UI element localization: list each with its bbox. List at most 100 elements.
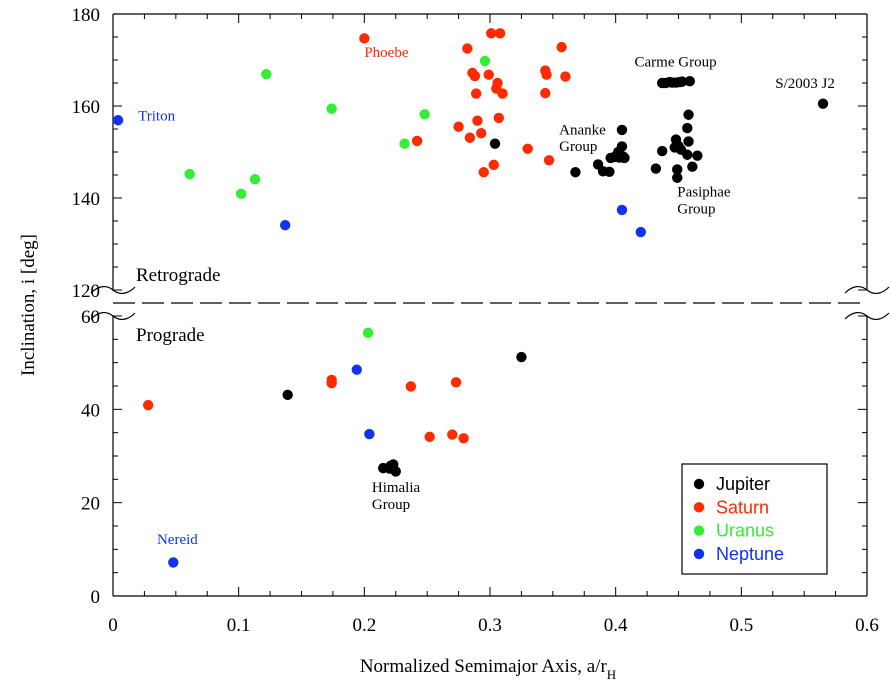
point-saturn bbox=[560, 71, 570, 81]
point-saturn bbox=[544, 155, 554, 165]
annotation-label: S/2003 J2 bbox=[775, 76, 835, 92]
x-tick-label: 0.2 bbox=[352, 615, 376, 636]
y-tick-label: 40 bbox=[81, 400, 100, 421]
annotation-label: Himalia bbox=[372, 480, 421, 496]
point-uranus bbox=[399, 139, 409, 149]
point-jupiter bbox=[818, 99, 828, 109]
point-jupiter bbox=[613, 147, 623, 157]
point-saturn bbox=[495, 28, 505, 38]
y-tick-label: 120 bbox=[72, 281, 101, 302]
point-neptune bbox=[113, 115, 123, 125]
legend-marker-jupiter bbox=[694, 479, 704, 489]
point-saturn bbox=[412, 136, 422, 146]
y-tick-label: 20 bbox=[81, 494, 100, 515]
x-tick-label: 0.4 bbox=[604, 615, 628, 636]
point-saturn bbox=[359, 33, 369, 43]
x-tick-label: 0.1 bbox=[227, 615, 251, 636]
point-jupiter bbox=[651, 163, 661, 173]
point-saturn bbox=[484, 70, 494, 80]
y-tick-label: 0 bbox=[91, 587, 101, 608]
point-jupiter bbox=[386, 461, 396, 471]
point-neptune bbox=[364, 429, 374, 439]
point-neptune bbox=[352, 364, 362, 374]
point-saturn bbox=[492, 78, 502, 88]
point-saturn bbox=[458, 433, 468, 443]
point-saturn bbox=[451, 377, 461, 387]
point-jupiter bbox=[516, 352, 526, 362]
point-uranus bbox=[480, 56, 490, 66]
annotation-label: Nereid bbox=[157, 532, 198, 548]
point-saturn bbox=[497, 88, 507, 98]
x-tick-label: 0 bbox=[108, 615, 118, 636]
annotation-label: Group bbox=[559, 139, 597, 155]
point-jupiter bbox=[683, 136, 693, 146]
x-axis-title-subscript: H bbox=[607, 667, 616, 682]
y-tick-label: 160 bbox=[72, 97, 101, 118]
y-axis-title: Inclination, i [deg] bbox=[18, 234, 39, 376]
legend-marker-uranus bbox=[694, 525, 704, 535]
y-tick-label: 180 bbox=[72, 5, 101, 26]
point-jupiter bbox=[490, 139, 500, 149]
point-saturn bbox=[453, 122, 463, 132]
point-jupiter bbox=[604, 167, 614, 177]
point-neptune bbox=[636, 227, 646, 237]
point-jupiter bbox=[282, 390, 292, 400]
annotation-label: Ananke bbox=[559, 123, 606, 139]
point-uranus bbox=[261, 69, 271, 79]
annotation-label: Triton bbox=[138, 109, 175, 125]
point-saturn bbox=[494, 113, 504, 123]
point-uranus bbox=[184, 169, 194, 179]
legend-label-uranus: Uranus bbox=[716, 521, 774, 541]
annotation-label: Pasiphae bbox=[677, 185, 731, 201]
point-neptune bbox=[168, 557, 178, 567]
point-saturn bbox=[479, 167, 489, 177]
x-axis-title: Normalized Semimajor Axis, a/rH bbox=[360, 656, 616, 682]
upper-panel-label: Retrograde bbox=[136, 265, 220, 286]
point-uranus bbox=[363, 328, 373, 338]
point-saturn bbox=[476, 128, 486, 138]
point-jupiter bbox=[672, 164, 682, 174]
legend-marker-saturn bbox=[694, 502, 704, 512]
point-saturn bbox=[489, 160, 499, 170]
point-saturn bbox=[424, 432, 434, 442]
point-saturn bbox=[471, 88, 481, 98]
point-saturn bbox=[465, 133, 475, 143]
legend-marker-neptune bbox=[694, 549, 704, 559]
point-jupiter bbox=[687, 162, 697, 172]
point-uranus bbox=[419, 109, 429, 119]
point-jupiter bbox=[692, 150, 702, 160]
point-jupiter bbox=[617, 125, 627, 135]
point-saturn bbox=[462, 43, 472, 53]
point-saturn bbox=[406, 381, 416, 391]
point-uranus bbox=[326, 104, 336, 114]
x-tick-label: 0.6 bbox=[855, 615, 879, 636]
point-saturn bbox=[447, 429, 457, 439]
x-axis-title-main: Normalized Semimajor Axis, a/r bbox=[360, 656, 608, 677]
point-jupiter bbox=[657, 146, 667, 156]
point-saturn bbox=[470, 71, 480, 81]
legend: Jupiter Saturn Uranus Neptune bbox=[682, 464, 827, 574]
point-jupiter bbox=[676, 145, 686, 155]
legend-label-jupiter: Jupiter bbox=[716, 474, 770, 494]
point-jupiter bbox=[683, 110, 693, 120]
annotation-label: Group bbox=[372, 497, 410, 513]
point-saturn bbox=[541, 70, 551, 80]
point-neptune bbox=[617, 205, 627, 215]
annotation-label: Group bbox=[677, 202, 715, 218]
x-tick-label: 0.5 bbox=[729, 615, 753, 636]
point-uranus bbox=[236, 189, 246, 199]
lower-panel-label: Prograde bbox=[136, 325, 205, 346]
point-neptune bbox=[280, 220, 290, 230]
legend-label-saturn: Saturn bbox=[716, 497, 769, 517]
point-saturn bbox=[540, 88, 550, 98]
annotation-label: Carme Group bbox=[635, 54, 717, 70]
y-tick-label: 140 bbox=[72, 189, 101, 210]
point-jupiter bbox=[685, 76, 695, 86]
point-saturn bbox=[326, 375, 336, 385]
point-saturn bbox=[143, 400, 153, 410]
y-tick-label: 60 bbox=[81, 307, 100, 328]
point-jupiter bbox=[570, 167, 580, 177]
point-saturn bbox=[472, 116, 482, 126]
point-saturn bbox=[523, 144, 533, 154]
